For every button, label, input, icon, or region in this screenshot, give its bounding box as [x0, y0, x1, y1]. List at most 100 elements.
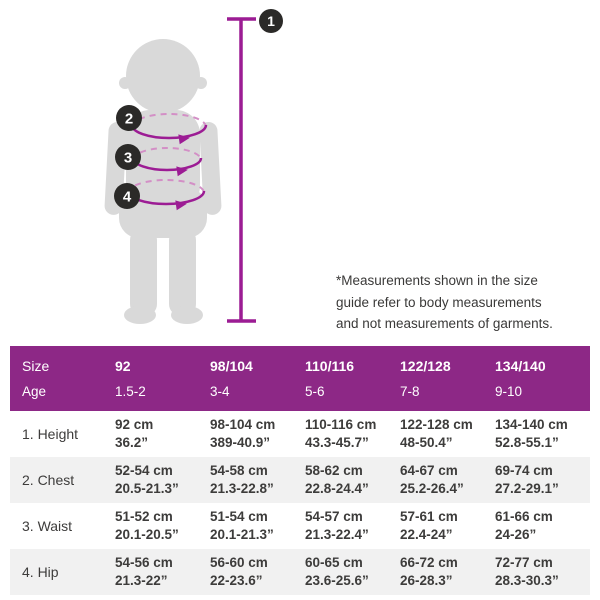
chest-cell: 54-58 cm 21.3-22.8”: [200, 457, 295, 503]
waist-arrow-icon: [176, 166, 188, 177]
inch-value: 48-50.4”: [400, 435, 453, 450]
waist-cell: 51-52 cm 20.1-20.5”: [105, 503, 200, 549]
table-row-height: 1. Height 92 cm 36.2” 98-104 cm 389-40.9…: [10, 411, 590, 457]
cm-value: 51-52 cm: [115, 509, 173, 524]
waist-cell: 54-57 cm 21.3-22.4”: [295, 503, 390, 549]
table-row-chest: 2. Chest 52-54 cm 20.5-21.3” 54-58 cm 21…: [10, 457, 590, 503]
inch-value: 22.8-24.4”: [305, 481, 369, 496]
waist-marker-badge: 3: [115, 144, 141, 170]
row-label-waist: 3. Waist: [22, 518, 73, 534]
size-column-98-104: 98/104: [200, 346, 295, 379]
waist-marker-number: 3: [124, 150, 132, 167]
inch-value: 52.8-55.1”: [495, 435, 559, 450]
hip-cell: 60-65 cm 23.6-25.6”: [295, 549, 390, 595]
size-header-label: Size: [10, 346, 105, 379]
inch-value: 28.3-30.3”: [495, 573, 559, 588]
table-row-hip: 4. Hip 54-56 cm 21.3-22” 56-60 cm 22-23.…: [10, 549, 590, 595]
chest-cell: 58-62 cm 22.8-24.4”: [295, 457, 390, 503]
inch-value: 43.3-45.7”: [305, 435, 369, 450]
waist-cell: 57-61 cm 22.4-24”: [390, 503, 485, 549]
age-value: 5-6: [295, 379, 390, 411]
chest-marker-badge: 2: [116, 105, 142, 131]
height-cell: 98-104 cm 389-40.9”: [200, 411, 295, 457]
note-line: *Measurements shown in the size: [336, 273, 538, 288]
waist-cell: 51-54 cm 20.1-21.3”: [200, 503, 295, 549]
cm-value: 54-56 cm: [115, 555, 173, 570]
cm-value: 92 cm: [115, 417, 154, 432]
size-column-134-140: 134/140: [485, 346, 590, 379]
cm-value: 66-72 cm: [400, 555, 458, 570]
cm-value: 57-61 cm: [400, 509, 458, 524]
inch-value: 22-23.6”: [210, 573, 263, 588]
cm-value: 58-62 cm: [305, 463, 363, 478]
age-value: 9-10: [485, 379, 590, 411]
height-cell: 92 cm 36.2”: [105, 411, 200, 457]
chest-cell: 69-74 cm 27.2-29.1”: [485, 457, 590, 503]
size-header-row: Size 92 98/104 110/116 122/128 134/140: [10, 346, 590, 379]
inch-value: 21.3-22.4”: [305, 527, 369, 542]
cm-value: 110-116 cm: [305, 417, 377, 432]
measurement-note: *Measurements shown in the size guide re…: [336, 270, 581, 335]
ear-right: [195, 77, 207, 89]
height-marker-number: 1: [267, 13, 275, 29]
cm-value: 52-54 cm: [115, 463, 173, 478]
cm-value: 64-67 cm: [400, 463, 458, 478]
chest-cell: 64-67 cm 25.2-26.4”: [390, 457, 485, 503]
height-measure-line: [227, 17, 256, 323]
cm-value: 134-140 cm: [495, 417, 568, 432]
hip-cell: 56-60 cm 22-23.6”: [200, 549, 295, 595]
table-row-waist: 3. Waist 51-52 cm 20.1-20.5” 51-54 cm 20…: [10, 503, 590, 549]
inch-value: 20.5-21.3”: [115, 481, 179, 496]
cm-value: 60-65 cm: [305, 555, 363, 570]
cm-value: 98-104 cm: [210, 417, 276, 432]
height-cell: 134-140 cm 52.8-55.1”: [485, 411, 590, 457]
hip-marker-badge: 4: [114, 183, 140, 209]
inch-value: 21.3-22”: [115, 573, 168, 588]
hip-cell: 72-77 cm 28.3-30.3”: [485, 549, 590, 595]
height-marker-badge: 1: [259, 9, 283, 33]
row-label-chest: 2. Chest: [22, 472, 75, 488]
size-column-92: 92: [105, 346, 200, 379]
chest-measure-ellipse: [130, 113, 208, 145]
inch-value: 26-28.3”: [400, 573, 453, 588]
inch-value: 20.1-21.3”: [210, 527, 274, 542]
note-line: and not measurements of garments.: [336, 316, 553, 331]
height-cell: 122-128 cm 48-50.4”: [390, 411, 485, 457]
inch-value: 27.2-29.1”: [495, 481, 559, 496]
cm-value: 54-57 cm: [305, 509, 363, 524]
cm-value: 56-60 cm: [210, 555, 268, 570]
age-header-row: Age 1.5-2 3-4 5-6 7-8 9-10: [10, 379, 590, 411]
inch-value: 36.2”: [115, 435, 149, 450]
row-label-height: 1. Height: [22, 426, 79, 442]
hip-arrow-icon: [175, 200, 187, 211]
ear-left: [119, 77, 131, 89]
inch-value: 25.2-26.4”: [400, 481, 464, 496]
hip-cell: 66-72 cm 26-28.3”: [390, 549, 485, 595]
inch-value: 21.3-22.8”: [210, 481, 274, 496]
cm-value: 61-66 cm: [495, 509, 553, 524]
figure-area: 1 2 3 4 *Measurements shown in the size …: [104, 9, 581, 335]
hip-cell: 54-56 cm 21.3-22”: [105, 549, 200, 595]
chest-arrow-icon: [178, 134, 190, 145]
age-value: 1.5-2: [105, 379, 200, 411]
chest-marker-number: 2: [125, 111, 133, 128]
inch-value: 20.1-20.5”: [115, 527, 179, 542]
hip-marker-number: 4: [123, 189, 132, 206]
cm-value: 69-74 cm: [495, 463, 553, 478]
waist-cell: 61-66 cm 24-26”: [485, 503, 590, 549]
row-label-hip: 4. Hip: [22, 564, 59, 580]
size-table: Size 92 98/104 110/116 122/128 134/140 A…: [10, 346, 590, 595]
age-header-label: Age: [10, 379, 105, 411]
child-silhouette-figure: 1 2 3 4: [104, 9, 283, 324]
cm-value: 122-128 cm: [400, 417, 473, 432]
chest-cell: 52-54 cm 20.5-21.3”: [105, 457, 200, 503]
inch-value: 22.4-24”: [400, 527, 453, 542]
size-column-110-116: 110/116: [295, 346, 390, 379]
age-value: 3-4: [200, 379, 295, 411]
inch-value: 24-26”: [495, 527, 537, 542]
size-column-122-128: 122/128: [390, 346, 485, 379]
inch-value: 389-40.9”: [210, 435, 271, 450]
age-value: 7-8: [390, 379, 485, 411]
cm-value: 54-58 cm: [210, 463, 268, 478]
cm-value: 72-77 cm: [495, 555, 553, 570]
